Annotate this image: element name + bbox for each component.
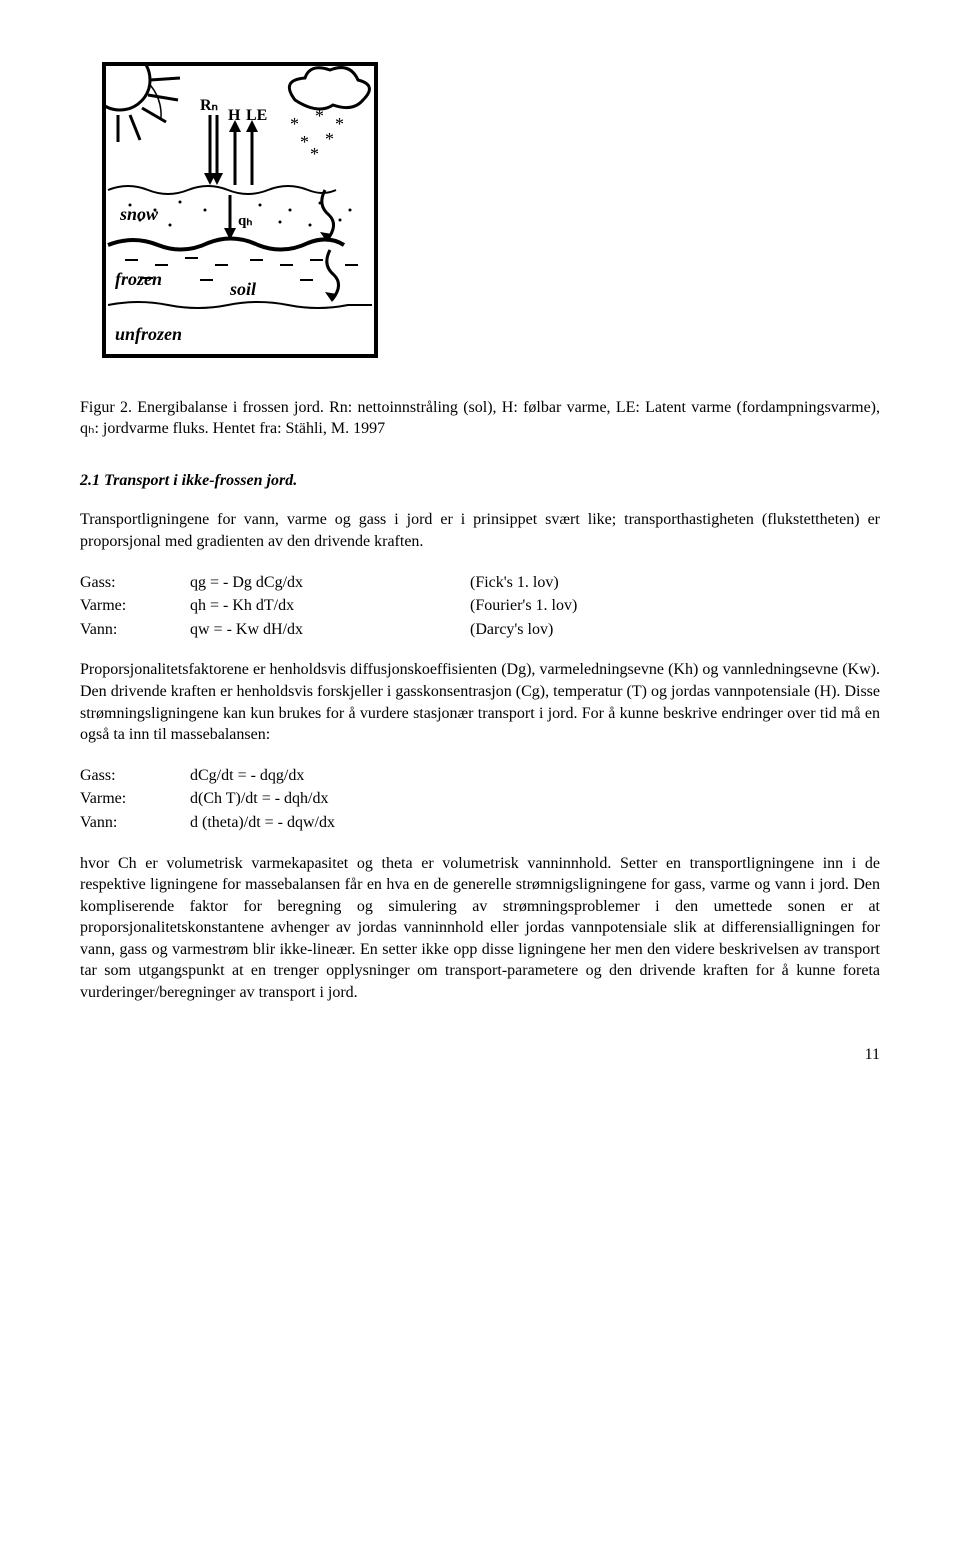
eq-note: (Fourier's 1. lov) <box>470 594 577 618</box>
table-row: Varme: d(Ch T)/dt = - dqh/dx <box>80 787 335 811</box>
eq-label: Varme: <box>80 787 190 811</box>
energy-balance-figure: * * * * * * Rₙ H LE <box>100 60 880 367</box>
eq-expr: dCg/dt = - dqg/dx <box>190 764 335 788</box>
eq-label: Gass: <box>80 571 190 595</box>
mass-balance-table: Gass: dCg/dt = - dqg/dx Varme: d(Ch T)/d… <box>80 764 335 835</box>
label-snow: snow <box>119 204 159 224</box>
eq-note: (Darcy's lov) <box>470 618 577 642</box>
table-row: Gass: qg = - Dg dCg/dx (Fick's 1. lov) <box>80 571 577 595</box>
table-row: Varme: qh = - Kh dT/dx (Fourier's 1. lov… <box>80 594 577 618</box>
svg-text:*: * <box>325 129 334 149</box>
eq-label: Vann: <box>80 618 190 642</box>
eq-label: Vann: <box>80 811 190 835</box>
svg-text:*: * <box>290 114 299 134</box>
table-row: Gass: dCg/dt = - dqg/dx <box>80 764 335 788</box>
page-number: 11 <box>80 1044 880 1066</box>
eq-expr: qh = - Kh dT/dx <box>190 594 470 618</box>
label-frozen: frozen <box>115 269 162 289</box>
paragraph-proportionality: Proporsjonalitetsfaktorene er henholdsvi… <box>80 659 880 745</box>
table-row: Vann: qw = - Kw dH/dx (Darcy's lov) <box>80 618 577 642</box>
svg-text:*: * <box>300 132 309 152</box>
eq-expr: qg = - Dg dCg/dx <box>190 571 470 595</box>
label-soil: soil <box>229 279 256 299</box>
eq-label: Varme: <box>80 594 190 618</box>
eq-expr: qw = - Kw dH/dx <box>190 618 470 642</box>
paragraph-final: hvor Ch er volumetrisk varmekapasitet og… <box>80 853 880 1004</box>
label-h: H <box>228 107 241 124</box>
section-heading: 2.1 Transport i ikke-frossen jord. <box>80 470 880 492</box>
eq-expr: d(Ch T)/dt = - dqh/dx <box>190 787 335 811</box>
eq-note: (Fick's 1. lov) <box>470 571 577 595</box>
label-qh: qₕ <box>238 213 252 229</box>
eq-expr: d (theta)/dt = - dqw/dx <box>190 811 335 835</box>
svg-text:*: * <box>315 106 324 126</box>
figure-caption: Figur 2. Energibalanse i frossen jord. R… <box>80 397 880 440</box>
paragraph-intro: Transportligningene for vann, varme og g… <box>80 509 880 552</box>
eq-label: Gass: <box>80 764 190 788</box>
label-le: LE <box>246 107 267 124</box>
svg-text:*: * <box>310 144 319 164</box>
transport-equations-table: Gass: qg = - Dg dCg/dx (Fick's 1. lov) V… <box>80 571 577 642</box>
table-row: Vann: d (theta)/dt = - dqw/dx <box>80 811 335 835</box>
label-rn: Rₙ <box>200 97 218 114</box>
svg-text:*: * <box>335 114 344 134</box>
figure-svg: * * * * * * Rₙ H LE <box>100 60 380 360</box>
label-unfrozen: unfrozen <box>115 324 182 344</box>
